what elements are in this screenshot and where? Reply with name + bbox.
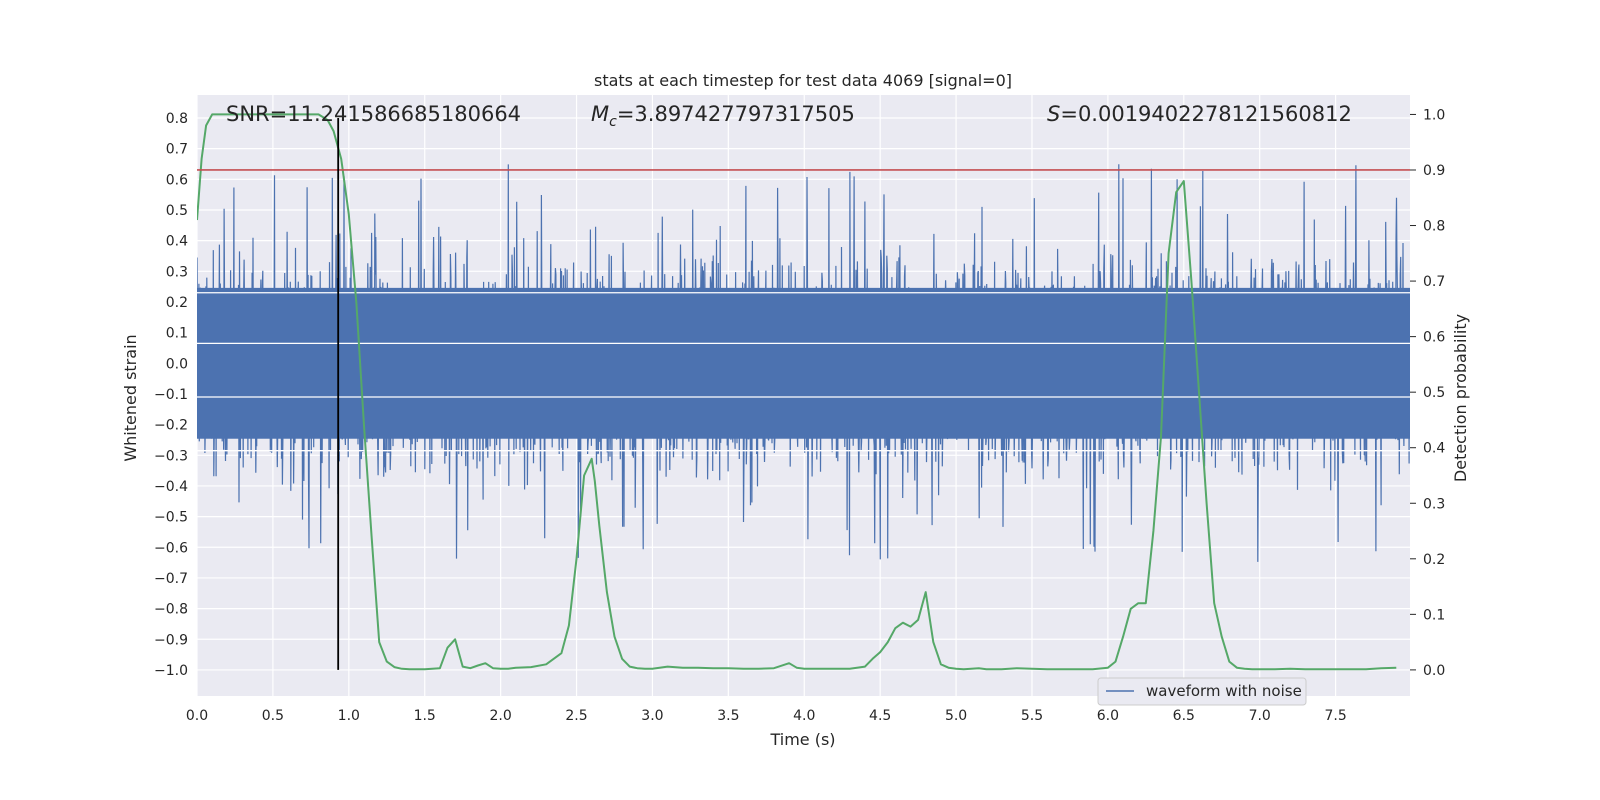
x-tick-label: 0.0 — [186, 708, 208, 724]
waveform-with-noise-series — [197, 164, 1410, 562]
chirp-mass-symbol: M — [591, 102, 609, 126]
y-tick-label: −0.3 — [154, 448, 188, 464]
y-tick-label: −0.1 — [154, 387, 188, 403]
y-tick-label: 0.5 — [166, 203, 188, 219]
legend: waveform with noise — [1097, 677, 1307, 706]
y-tick-label: −0.5 — [154, 510, 188, 526]
x-tick-label: 7.5 — [1324, 708, 1346, 724]
x-tick-label: 3.5 — [717, 708, 739, 724]
y-tick-label: −0.8 — [154, 602, 188, 618]
y-tick-label: 0.7 — [166, 142, 188, 158]
chirp-mass-subscript: c — [609, 114, 617, 130]
s-statistic-symbol: S — [1047, 102, 1060, 126]
y2-tick-label: 0.6 — [1423, 330, 1445, 346]
x-tick-label: 4.5 — [869, 708, 891, 724]
y-tick-label: 0.3 — [166, 264, 188, 280]
y-tick-label: −0.9 — [154, 632, 188, 648]
snr-annotation: SNR=11.241586685180664 — [226, 102, 521, 126]
s-statistic-value: =0.0019402278121560812 — [1060, 102, 1352, 126]
y2-tick-label: 0.2 — [1423, 552, 1445, 568]
y2-tick-label: 0.8 — [1423, 219, 1445, 235]
y-tick-label: 0.8 — [166, 111, 188, 127]
y2-tick-label: 0.5 — [1423, 385, 1445, 401]
x-tick-label: 5.5 — [1021, 708, 1043, 724]
chirp-mass-annotation: Mc=3.897427797317505 — [591, 102, 855, 130]
x-tick-label: 4.0 — [793, 708, 815, 724]
y2-tick-label: 0.7 — [1423, 274, 1445, 290]
x-tick-label: 2.0 — [489, 708, 511, 724]
y2-axis-ticks: 1.0 0.9 0.8 0.7 0.6 0.5 0.4 0.3 0.2 0.1 0.0 — [1410, 107, 1445, 679]
chart-title: stats at each timestep for test data 406… — [594, 71, 1012, 90]
x-tick-label: 6.0 — [1097, 708, 1119, 724]
x-axis-ticks: 0.0 0.5 1.0 1.5 2.0 2.5 3.0 3.5 4.0 4.5 5.0 5.5 6.0 6… — [186, 708, 1347, 724]
x-tick-label: 0.5 — [262, 708, 284, 724]
y-tick-label: −0.6 — [154, 540, 188, 556]
y-tick-label: −0.7 — [154, 571, 188, 587]
y2-axis-label: Detection probability — [1451, 314, 1470, 482]
chirp-mass-value: =3.897427797317505 — [617, 102, 855, 126]
y-tick-label: −0.4 — [154, 479, 188, 495]
y-tick-label: 0.0 — [166, 356, 188, 372]
y-axis-ticks: 0.8 0.7 0.6 0.5 0.4 0.3 0.2 0.1 0.0 −0.1 −0.2 −0.3 −… — [154, 111, 188, 679]
y2-tick-label: 0.1 — [1423, 607, 1445, 623]
y2-tick-label: 0.3 — [1423, 496, 1445, 512]
y2-tick-label: 0.4 — [1423, 441, 1445, 457]
x-tick-label: 6.5 — [1173, 708, 1195, 724]
x-tick-label: 7.0 — [1249, 708, 1271, 724]
y-tick-label: 0.6 — [166, 172, 188, 188]
legend-label: waveform with noise — [1146, 682, 1302, 700]
y-tick-label: 0.4 — [166, 234, 188, 250]
y-tick-label: 0.1 — [166, 326, 188, 342]
s-statistic-annotation: S=0.0019402278121560812 — [1047, 102, 1352, 126]
y-tick-label: −0.2 — [154, 418, 188, 434]
x-tick-label: 5.0 — [945, 708, 967, 724]
y2-tick-label: 1.0 — [1423, 107, 1445, 123]
y2-tick-label: 0.0 — [1423, 663, 1445, 679]
y-tick-label: −1.0 — [154, 663, 188, 679]
detection-probability-line — [197, 113, 1397, 671]
waveform-dense-band — [197, 287, 1410, 439]
detection-probability-series — [197, 113, 1397, 671]
x-tick-label: 2.5 — [565, 708, 587, 724]
y2-tick-label: 0.9 — [1423, 163, 1445, 179]
y-tick-label: 0.2 — [166, 295, 188, 311]
x-tick-label: 1.0 — [338, 708, 360, 724]
x-axis-label: Time (s) — [769, 730, 835, 749]
x-tick-label: 1.5 — [414, 708, 436, 724]
y-axis-label: Whitened strain — [121, 334, 140, 461]
legend-box — [1097, 677, 1307, 706]
x-tick-label: 3.0 — [641, 708, 663, 724]
